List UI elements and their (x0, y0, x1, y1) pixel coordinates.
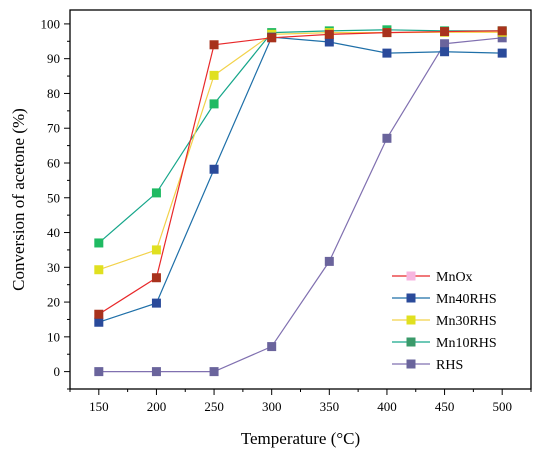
series-line-mn30rhs (98, 31, 503, 271)
x-tick-label: 400 (377, 399, 397, 414)
y-axis-title: Conversion of acetone (%) (9, 108, 28, 291)
x-tick-label: 500 (492, 399, 512, 414)
legend-label-mn10rhs: Mn10RHS (436, 336, 497, 351)
y-tick-label: 70 (47, 121, 60, 136)
data-point-mn30rhs (94, 265, 104, 275)
x-tick-label: 450 (435, 399, 455, 414)
x-tick-label: 150 (89, 399, 109, 414)
data-point-mn10rhs (209, 99, 219, 109)
x-tick-label: 200 (147, 399, 167, 414)
data-point-mnox (382, 28, 392, 38)
legend-label-mnox: MnOx (436, 270, 473, 285)
data-point-rhs (440, 39, 450, 49)
series-line-mnox (98, 30, 503, 315)
y-tick-label: 20 (47, 295, 60, 310)
axis-ticks (64, 23, 532, 395)
legend-label-mn40rhs: Mn40RHS (436, 292, 497, 307)
y-tick-label: 10 (47, 329, 60, 344)
plot-border (69, 9, 532, 390)
data-point-mn40rhs (324, 37, 334, 47)
data-point-rhs (324, 256, 334, 266)
data-point-mn40rhs (209, 164, 219, 174)
data-point-mnox (94, 309, 104, 319)
data-point-rhs (497, 33, 507, 43)
data-point-rhs (151, 367, 161, 377)
data-point-rhs (382, 133, 392, 143)
legend-marker-mn30rhs (406, 315, 416, 325)
y-tick-label: 90 (47, 51, 60, 66)
axis-tick-labels: 150 200 250 300 350 400 450 500 0 10 20 30 40 50 60 70 8… (41, 16, 512, 414)
data-point-mn40rhs (151, 298, 161, 308)
data-point-mnox (497, 26, 507, 36)
data-point-mn40rhs (440, 47, 450, 57)
plot-frame (69, 9, 532, 390)
series-mn10rhs (94, 25, 507, 248)
data-point-mnox (440, 27, 450, 37)
data-point-mn40rhs (94, 317, 104, 327)
legend-label-mn30rhs: Mn30RHS (436, 314, 497, 329)
legend-marker-mn10rhs (406, 337, 416, 347)
data-point-mnox (151, 273, 161, 283)
y-tick-label: 0 (54, 364, 61, 379)
y-tick-label: 60 (47, 155, 60, 170)
legend: MnOx Mn40RHS Mn30RHS Mn10RHS RHS (392, 270, 497, 373)
y-tick-label: 30 (47, 260, 60, 275)
x-tick-label: 250 (204, 399, 224, 414)
data-point-rhs (209, 367, 219, 377)
data-point-mn40rhs (497, 48, 507, 58)
y-tick-label: 80 (47, 86, 60, 101)
series-line-rhs (98, 37, 503, 373)
data-point-mn10rhs (151, 188, 161, 198)
data-point-mn40rhs (382, 48, 392, 58)
series-mn30rhs (94, 27, 507, 275)
series-line-mn40rhs (98, 36, 503, 323)
data-point-mnox (209, 40, 219, 50)
data-point-mnox (324, 29, 334, 39)
series-mnox (94, 26, 507, 319)
legend-label-rhs: RHS (436, 358, 463, 373)
data-point-mn30rhs (151, 245, 161, 255)
y-tick-label: 50 (47, 190, 60, 205)
x-axis-title: Temperature (°C) (241, 429, 360, 448)
series-line-mn10rhs (98, 29, 503, 244)
data-point-mn30rhs (209, 70, 219, 80)
x-tick-label: 300 (262, 399, 282, 414)
data-point-rhs (94, 367, 104, 377)
data-point-rhs (267, 342, 277, 352)
series-rhs (94, 33, 507, 377)
data-point-mn10rhs (94, 238, 104, 248)
series-group (94, 25, 507, 377)
y-tick-label: 100 (41, 16, 61, 31)
legend-marker-rhs (406, 359, 416, 369)
x-tick-label: 350 (320, 399, 340, 414)
legend-marker-mnox (406, 271, 416, 281)
data-point-mnox (267, 33, 277, 43)
legend-marker-mn40rhs (406, 293, 416, 303)
y-tick-label: 40 (47, 225, 60, 240)
